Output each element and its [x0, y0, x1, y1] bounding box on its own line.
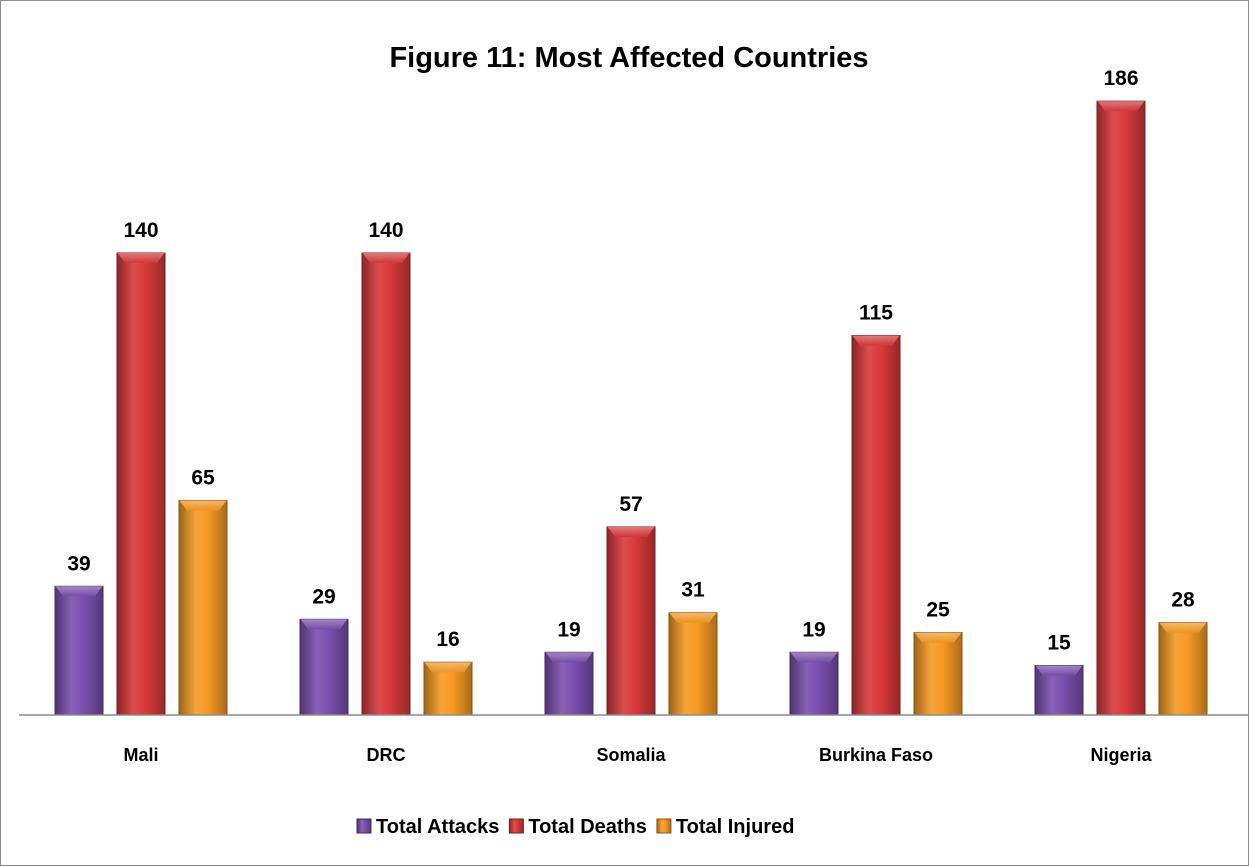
data-label-mali-total-deaths: 140	[123, 219, 158, 242]
data-label-mali-total-injured: 65	[191, 467, 215, 490]
legend-label-total-injured: Total Injured	[676, 816, 795, 838]
data-label-burkina-faso-total-deaths: 115	[859, 302, 893, 325]
bar-nigeria-total-attacks	[1034, 665, 1084, 716]
bar-drc-total-injured	[423, 661, 473, 716]
data-label-somalia-total-attacks: 19	[557, 618, 580, 641]
legend-swatch-total-injured	[656, 818, 672, 834]
category-label-somalia: Somalia	[596, 745, 666, 765]
chart-title: Figure 11: Most Affected Countries	[389, 42, 868, 74]
legend-item-total-deaths: Total Deaths	[508, 816, 647, 838]
bar-mali-total-injured	[178, 500, 228, 716]
bar-drc-total-attacks	[299, 618, 349, 716]
data-label-nigeria-total-injured: 28	[1171, 589, 1195, 612]
bar-burkina-faso-total-injured	[913, 632, 963, 716]
bar-mali-total-deaths	[116, 252, 166, 716]
data-label-somalia-total-injured: 31	[681, 579, 705, 602]
bars-layer: 39 140 65 29 140 16 19 57 31 19 115 25 15 186 28	[54, 67, 1208, 716]
data-label-nigeria-total-deaths: 186	[1103, 67, 1138, 90]
bar-drc-total-deaths	[361, 252, 411, 716]
data-label-somalia-total-deaths: 57	[619, 493, 642, 516]
data-label-mali-total-attacks: 39	[67, 552, 90, 575]
data-label-burkina-faso-total-injured: 25	[926, 599, 950, 622]
bar-somalia-total-injured	[668, 612, 718, 716]
bar-somalia-total-deaths	[606, 526, 656, 716]
legend-item-total-injured: Total Injured	[656, 816, 795, 838]
category-label-burkina-faso: Burkina Faso	[819, 745, 933, 765]
data-label-drc-total-deaths: 140	[368, 219, 403, 242]
category-label-drc: DRC	[367, 745, 406, 765]
legend-swatch-total-deaths	[508, 818, 524, 834]
data-label-drc-total-injured: 16	[436, 628, 459, 651]
bar-nigeria-total-deaths	[1096, 100, 1146, 716]
legend: Total Attacks Total Deaths Total Injured	[356, 816, 795, 838]
data-label-drc-total-attacks: 29	[312, 585, 335, 608]
legend-label-total-attacks: Total Attacks	[376, 816, 499, 838]
bar-burkina-faso-total-attacks	[789, 651, 839, 716]
category-labels: Mali DRC Somalia Burkina Faso Nigeria	[123, 745, 1152, 765]
data-label-burkina-faso-total-attacks: 19	[802, 618, 825, 641]
bar-somalia-total-attacks	[544, 651, 594, 716]
bar-burkina-faso-total-deaths	[851, 335, 901, 716]
legend-item-total-attacks: Total Attacks	[356, 816, 499, 838]
data-label-nigeria-total-attacks: 15	[1047, 632, 1071, 655]
bar-mali-total-attacks	[54, 585, 104, 716]
category-label-mali: Mali	[123, 745, 158, 765]
category-label-nigeria: Nigeria	[1090, 745, 1152, 765]
bar-nigeria-total-injured	[1158, 622, 1208, 716]
legend-swatch-total-attacks	[356, 818, 372, 834]
legend-label-total-deaths: Total Deaths	[528, 816, 647, 838]
